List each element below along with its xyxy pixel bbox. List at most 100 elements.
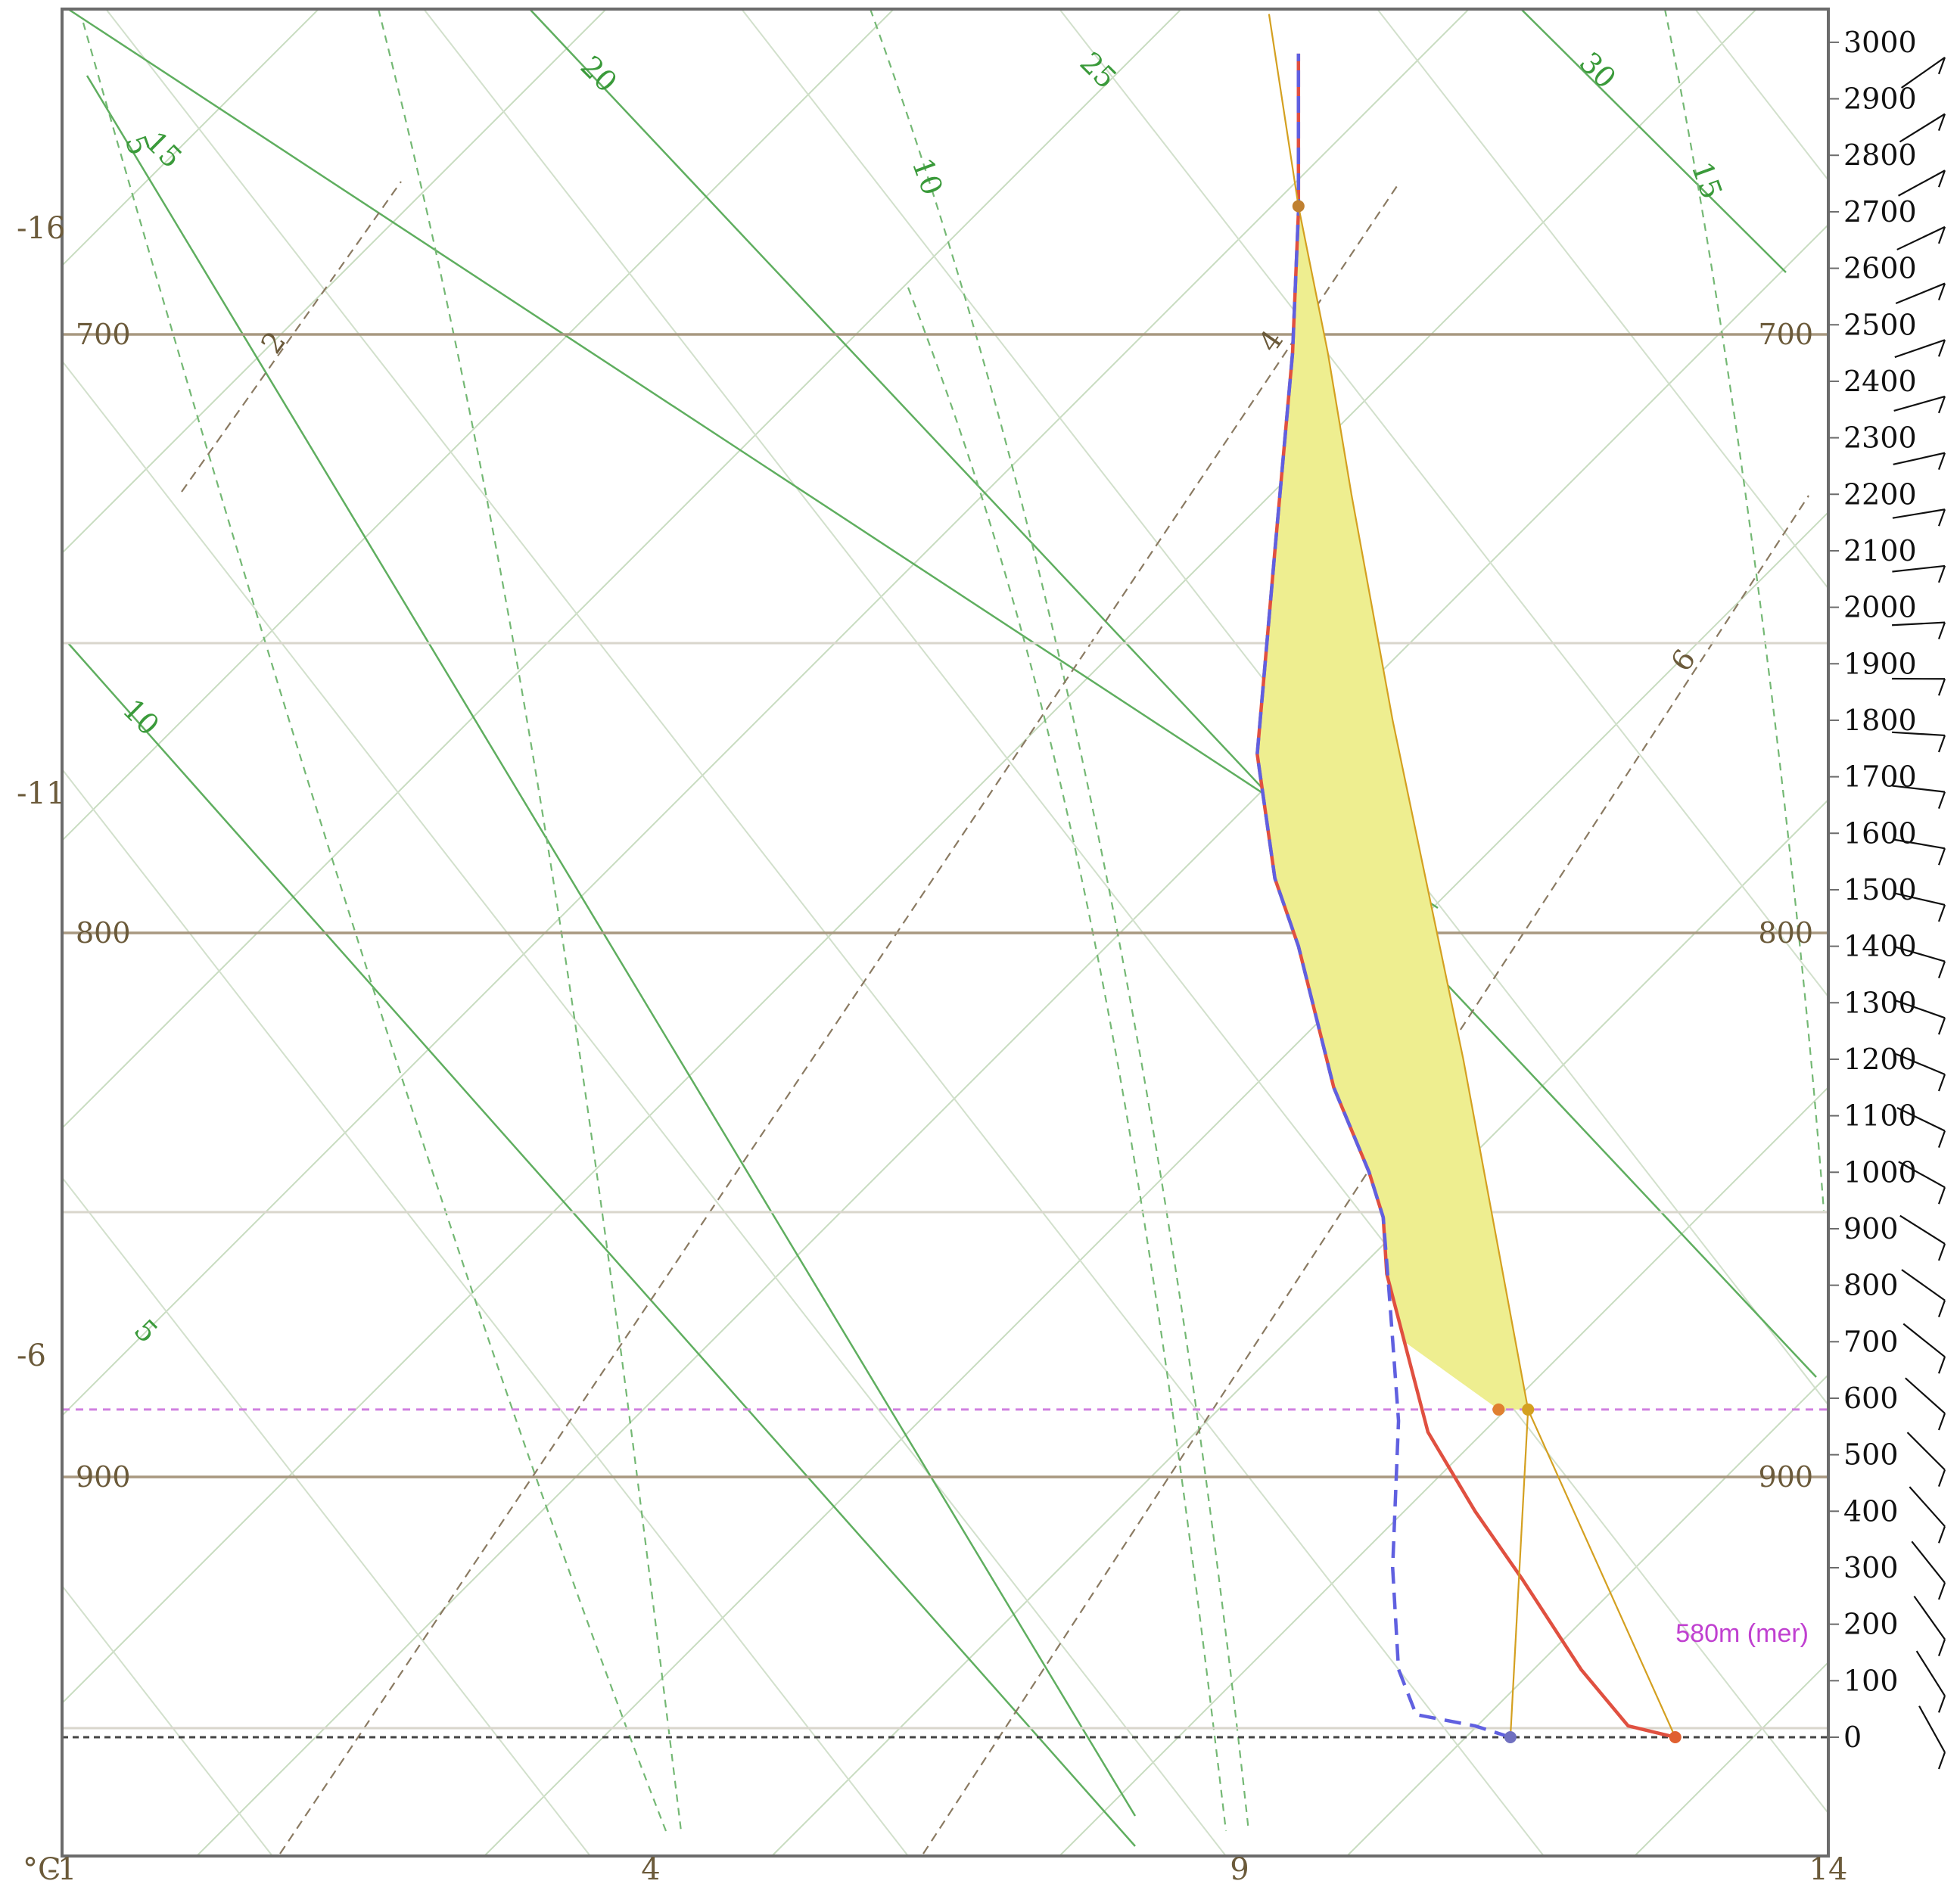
wind-barb-flag [1937,1300,1946,1318]
wind-barb-staff [1915,1650,1946,1696]
height-tick-label: 1300 [1843,986,1917,1019]
series-dewpoint [1255,53,1511,1739]
wind-barb-flag [1937,508,1946,527]
wind-barb-staff [1901,1269,1946,1301]
pressure-labels: 700 700 800 800 900 900 [76,318,1813,1494]
height-tick-label: 1900 [1843,647,1917,680]
wind-barb-flag [1937,678,1946,696]
wind-barb-staff [1895,282,1946,305]
x-axis-unit: °C [23,1852,61,1884]
wind-barb-staff [1905,1377,1946,1414]
isotherm-line [62,9,607,555]
wind-barb-flag [1937,169,1946,188]
moist-adiabat-label: 10 [906,154,950,199]
moist-adiabat [377,9,683,1832]
wind-barb-flag [1937,226,1946,244]
height-tick-label: 2900 [1843,82,1917,116]
mixing-ratio-label: 6 [1664,643,1702,677]
left-temperature-label: -6 [17,1338,46,1373]
height-tick-label: 500 [1843,1438,1899,1472]
moist-adiabat [869,9,1250,1832]
wind-barb-flag [1937,1017,1946,1035]
marked-point [1492,1403,1505,1416]
wind-barb-flag [1937,1186,1946,1205]
wind-barb-staff [1913,1595,1946,1640]
left-temperature-label: -16 [17,211,65,246]
height-tick-label: 1100 [1843,1099,1917,1133]
lcl-height-line [62,1408,1828,1739]
wind-barb-staff [1893,395,1946,412]
x-axis-labels: °C -1 4 9 14 [23,1852,1847,1884]
mixing-ratio-label: 4 [1252,324,1290,358]
pressure-label-right: 900 [1758,1460,1813,1494]
height-tick-label: 800 [1843,1269,1899,1302]
wind-barb-flag [1937,904,1946,922]
x-tick-label: 4 [641,1852,660,1884]
wind-barb-flag [1937,283,1946,300]
wind-barb-flag [1937,57,1946,75]
wind-barb-staff [1893,946,1946,962]
height-tick-label: 1000 [1843,1155,1917,1189]
height-tick-label: 200 [1843,1608,1899,1641]
dry-adiabat-label: 10 [117,692,166,741]
height-tick-label: 900 [1843,1212,1899,1245]
isotherm-line [1059,1086,1828,1856]
wind-barb-flag [1937,961,1946,978]
dry-adiabat [529,9,1817,1378]
cape-area [1257,206,1529,1410]
dry-adiabat [1520,9,1787,273]
height-tick-label: 2300 [1843,421,1917,455]
wind-barb-staff [1898,169,1946,197]
marked-point [1292,200,1305,213]
moist-adiabat [82,22,667,1832]
wind-barb-flag [1937,452,1946,470]
wind-barb-flag [1937,1752,1946,1770]
wind-barb-flag [1937,847,1946,866]
dry-adiabat-label: 20 [574,49,624,98]
wind-barb-staff [1892,731,1946,737]
wind-barb-staff [1892,508,1946,519]
height-tick-label: 2100 [1843,534,1917,567]
marked-point [1522,1403,1535,1416]
dry-adiabat [67,642,1136,1847]
height-tick-label: 2400 [1843,365,1917,398]
height-tick-label: 1500 [1843,873,1917,906]
wind-barb-flag [1937,1130,1946,1149]
isotherm-line [62,9,894,842]
wind-barb-staff [1898,1161,1946,1189]
isotherm-line [0,9,31,1856]
wind-barb-staff [1909,1486,1946,1528]
mixing-ratio-line [279,181,1401,1854]
sounding-lines [1255,14,1676,1739]
wind-barb-flag [1937,113,1946,131]
height-tick-label: 300 [1843,1551,1899,1584]
adiabat-guide-line [1377,9,1828,590]
dry-adiabat-label: 30 [1573,45,1622,95]
x-tick-label: -1 [48,1852,77,1884]
height-tick-label: 600 [1843,1382,1899,1415]
height-tick-label: 700 [1843,1325,1899,1358]
x-tick-label: 14 [1809,1852,1848,1884]
pressure-label-right: 800 [1758,916,1813,950]
wind-barb-staff [1892,564,1946,573]
wind-barb-flag [1937,1356,1946,1374]
wind-barb-staff [1911,1540,1946,1584]
marked-points [1292,200,1682,1743]
wind-barb-staff [1893,892,1946,906]
wind-barb-flag [1937,339,1946,357]
height-tick-label: 1600 [1843,816,1917,850]
wind-barb-flag [1937,396,1946,414]
mixing-ratio-line [922,495,1809,1854]
wind-barbs [1891,56,1946,1770]
dry-adiabat [86,75,1137,1817]
height-tick-label: 2500 [1843,308,1917,341]
wind-barb-flag [1937,1695,1946,1713]
height-tick-label: 1400 [1843,930,1917,963]
wind-barb-staff [1892,621,1946,626]
parcel-dewpoint-branch [1509,1409,1529,1738]
wind-barb-flag [1937,1469,1946,1488]
wind-barb-staff [1896,1107,1946,1132]
wind-barb-staff [1902,1323,1946,1358]
moist-adiabat [1663,9,1825,1211]
